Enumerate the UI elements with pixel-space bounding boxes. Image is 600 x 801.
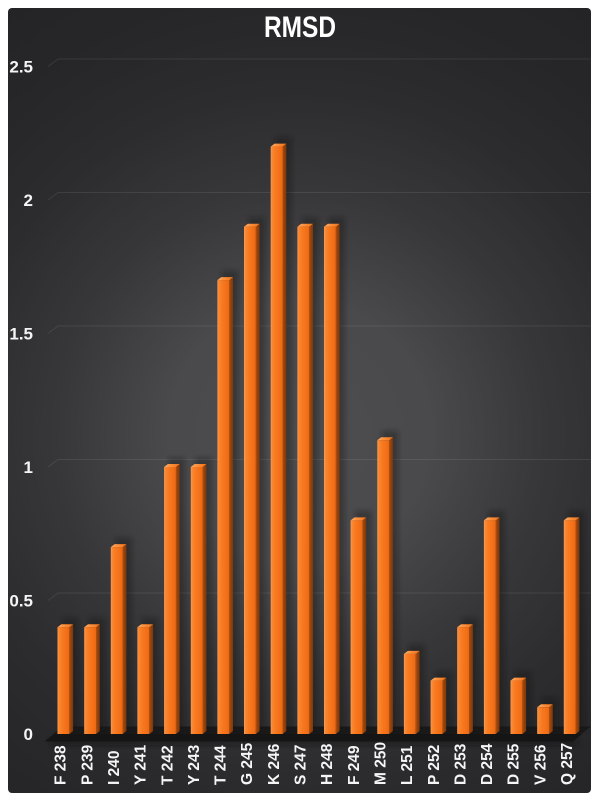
svg-text:T 242: T 242 [159,745,176,785]
svg-text:M 250: M 250 [373,742,390,785]
svg-text:S 247: S 247 [293,744,310,785]
svg-text:V 256: V 256 [532,744,549,785]
svg-text:1.5: 1.5 [9,325,33,344]
svg-text:Q 257: Q 257 [559,743,576,785]
svg-text:D 253: D 253 [452,743,469,785]
svg-text:I 240: I 240 [106,751,123,785]
svg-text:2.5: 2.5 [9,58,33,77]
svg-text:1: 1 [24,458,33,477]
svg-text:H 248: H 248 [319,743,336,785]
svg-text:0: 0 [24,725,33,744]
svg-text:D 255: D 255 [506,743,523,785]
svg-text:2: 2 [24,191,33,210]
svg-text:Y 243: Y 243 [186,744,203,785]
svg-text:K 246: K 246 [266,743,283,785]
svg-text:T 244: T 244 [213,745,230,785]
svg-text:P 252: P 252 [426,745,443,785]
svg-text:RMSD: RMSD [264,11,336,44]
svg-text:0.5: 0.5 [9,592,33,611]
svg-text:P 239: P 239 [79,744,96,785]
svg-text:G 245: G 245 [239,742,256,785]
svg-text:L 251: L 251 [399,745,416,785]
svg-text:Y 241: Y 241 [133,744,150,785]
svg-text:F 249: F 249 [346,745,363,785]
svg-text:D 254: D 254 [479,743,496,785]
svg-text:F 238: F 238 [53,745,70,785]
